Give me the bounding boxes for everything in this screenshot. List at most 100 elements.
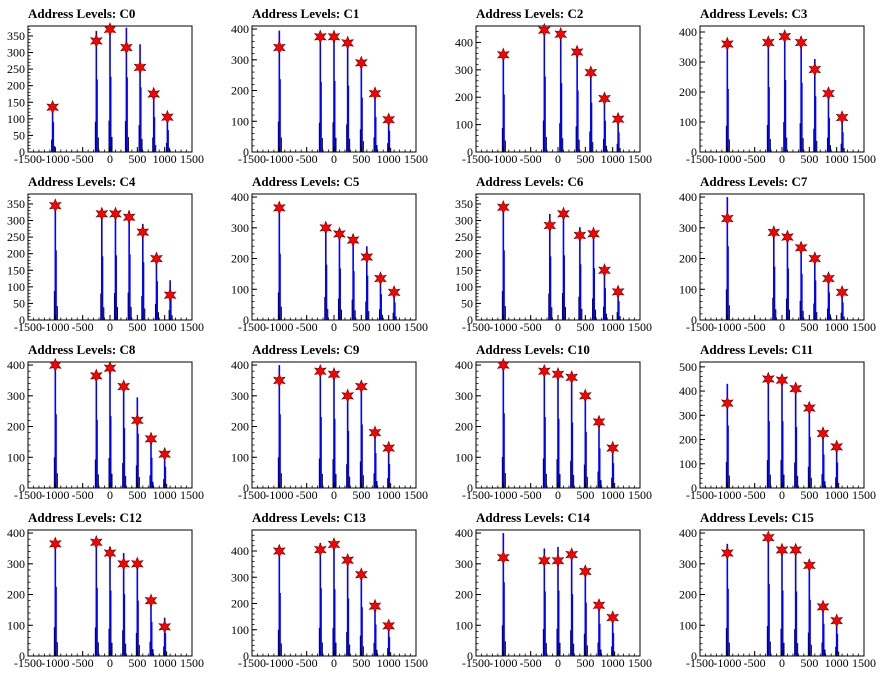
histogram-plot: 0 100 200 300 400 -1500 -1000 -500 0 500 1000 1500 (455, 526, 652, 670)
histogram-peak (108, 26, 113, 152)
x-tick-label: -1500 (238, 488, 266, 502)
histogram-peak (783, 32, 788, 152)
y-tick-label: 100 (455, 618, 473, 632)
y-tick-label: 250 (7, 62, 25, 76)
x-tick-label: -500 (72, 320, 94, 334)
histogram-peak (780, 546, 785, 656)
y-tick-label: 400 (679, 384, 697, 398)
x-tick-label: -500 (744, 656, 766, 670)
y-tick-label: 50 (13, 296, 25, 310)
panel-title: Address Levels: C12 (28, 510, 142, 525)
x-tick-label: 1000 (377, 488, 401, 502)
histogram-peak (570, 378, 575, 488)
histogram-panel: Address Levels: C15 0 100 200 300 400 -1500 -10… (672, 510, 896, 676)
peak-marker (794, 240, 808, 256)
histogram-peak (561, 212, 566, 320)
y-tick-label: 100 (231, 282, 249, 296)
peak-marker (551, 366, 565, 382)
x-tick-label: 0 (331, 152, 337, 166)
x-tick-label: -1000 (41, 320, 69, 334)
x-tick-label: 0 (555, 320, 561, 334)
histogram-peak (501, 363, 506, 488)
x-tick-label: -500 (744, 488, 766, 502)
peak-marker (346, 232, 360, 248)
x-tick-label: -500 (744, 152, 766, 166)
peak-marker (48, 357, 62, 373)
panel-title: Address Levels: C8 (28, 342, 136, 357)
peak-marker (778, 29, 792, 44)
y-tick-label: 400 (231, 190, 249, 204)
y-tick-label: 100 (679, 115, 697, 129)
x-tick-label: 500 (128, 488, 146, 502)
peak-marker (327, 29, 341, 45)
panel-title: Address Levels: C9 (252, 342, 360, 357)
panel-title: Address Levels: C5 (252, 174, 360, 189)
x-tick-label: 0 (107, 152, 113, 166)
histogram-plot: 0 50 100 150 200 250 300 350 -1500 -1000 -500 0 500 1… (7, 21, 204, 166)
peak-marker (565, 547, 579, 562)
peak-marker (89, 368, 103, 384)
histogram-peak (53, 540, 58, 656)
x-tick-label: -1500 (686, 152, 714, 166)
peak-marker (333, 226, 346, 242)
peak-marker (830, 613, 844, 629)
y-tick-label: 300 (679, 55, 697, 69)
histogram-peak (94, 542, 99, 656)
x-tick-label: 1500 (404, 656, 428, 670)
peak-marker (272, 40, 286, 55)
peak-marker (368, 86, 382, 101)
histogram-peak (583, 566, 588, 656)
x-tick-label: 500 (352, 656, 370, 670)
y-tick-label: 300 (7, 214, 25, 228)
peak-marker (354, 379, 368, 394)
histogram-peak (501, 203, 506, 320)
y-tick-label: 50 (13, 128, 25, 142)
histogram-panel: Address Levels: C10 0 100 200 300 400 -1500 -10… (448, 342, 672, 508)
x-tick-label: 0 (107, 320, 113, 334)
x-tick-label: -500 (72, 488, 94, 502)
histogram-peak (575, 49, 580, 152)
y-tick-label: 50 (461, 296, 473, 310)
x-tick-label: 500 (800, 488, 818, 502)
histogram-plot: 0 100 200 300 400 -1500 -1000 -500 0 500 1000 1500 (231, 190, 428, 334)
histogram-peak (359, 381, 364, 488)
x-tick-label: -1500 (238, 656, 266, 670)
peak-marker (117, 556, 131, 572)
histogram-peak (113, 212, 118, 320)
histogram-peak (597, 421, 602, 488)
peak-marker (816, 599, 830, 615)
peak-marker (761, 371, 775, 387)
y-tick-label: 400 (455, 526, 473, 540)
x-tick-label: 0 (331, 488, 337, 502)
peak-marker (341, 388, 355, 404)
x-tick-label: 500 (352, 152, 370, 166)
y-tick-label: 200 (455, 588, 473, 602)
plot-frame (27, 193, 193, 321)
x-tick-label: 1500 (180, 320, 204, 334)
y-tick-label: 0 (243, 145, 249, 159)
panel-title: Address Levels: C14 (476, 510, 590, 525)
peak-marker (767, 225, 781, 240)
histogram-plot: 0 100 200 300 400 -1500 -1000 -500 0 500 1000 1500 (231, 358, 428, 502)
histogram-peak (799, 36, 804, 152)
histogram-plot: 0 100 200 300 400 -1500 -1000 -500 0 500 1000 1500 (679, 190, 876, 334)
histogram-peak (766, 44, 771, 152)
peak-marker (598, 91, 611, 106)
histogram-peak (346, 560, 351, 656)
x-tick-label: 1000 (601, 152, 625, 166)
peak-marker (341, 552, 355, 568)
y-tick-label: 0 (467, 649, 473, 663)
histogram-peak (138, 44, 143, 152)
histogram-peak (127, 210, 132, 320)
plot-frame (475, 193, 641, 321)
x-tick-label: -1000 (489, 656, 517, 670)
x-tick-label: 500 (128, 152, 146, 166)
x-tick-label: -500 (72, 656, 94, 670)
peak-marker (551, 553, 565, 569)
x-tick-label: -500 (520, 152, 542, 166)
x-tick-label: -1500 (686, 656, 714, 670)
histogram-peak (766, 536, 771, 656)
x-tick-label: 1500 (628, 320, 652, 334)
y-tick-label: 350 (7, 29, 25, 43)
y-tick-label: 200 (231, 252, 249, 266)
